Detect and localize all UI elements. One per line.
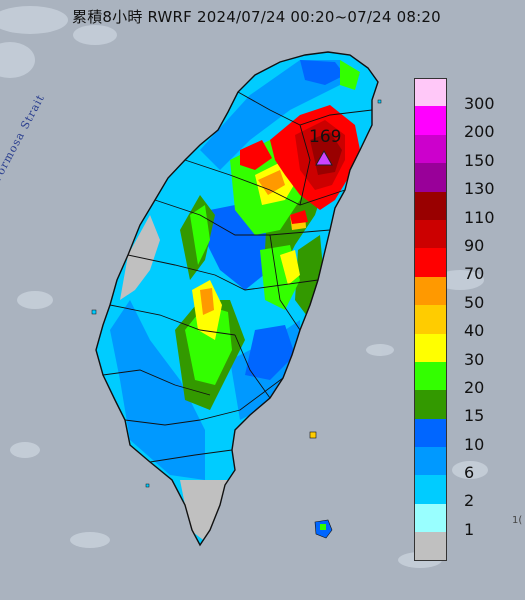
legend-label: 70 — [464, 264, 485, 284]
legend-row: 300 — [414, 78, 524, 113]
legend-swatch — [414, 475, 447, 504]
legend-row: 6 — [414, 447, 524, 482]
legend-row: 70 — [414, 248, 524, 283]
legend-swatch — [414, 418, 447, 448]
map-title: 累積8小時 RWRF 2024/07/24 00:20~07/24 08:20 — [72, 8, 441, 26]
legend-row: 150 — [414, 134, 524, 170]
legend-label: 20 — [464, 377, 485, 397]
legend-row — [414, 532, 524, 561]
legend-label: 150 — [464, 150, 495, 170]
legend-swatch — [414, 361, 447, 391]
legend-row: 2 — [414, 475, 524, 510]
legend-label: 200 — [464, 122, 495, 142]
legend-label: 1 — [464, 519, 475, 539]
legend-swatch — [414, 333, 447, 362]
max-rainfall-marker-icon — [315, 149, 333, 166]
legend-swatch — [414, 532, 447, 561]
legend-row: 200 — [414, 106, 524, 141]
legend-row: 110 — [414, 191, 524, 227]
legend-label: 15 — [464, 406, 485, 426]
edge-fragment-label: 1( — [512, 515, 523, 526]
legend-row: 90 — [414, 219, 524, 255]
legend-swatch — [414, 305, 447, 334]
legend-label: 300 — [464, 94, 495, 113]
legend-swatch — [414, 447, 447, 476]
legend-label: 40 — [464, 321, 485, 341]
county-boundaries — [102, 91, 373, 463]
rainfall-legend: 300 200 150 130 110 90 70 50 40 30 20 15 10 6 2 1 — [414, 78, 524, 561]
max-value-label: 169 — [309, 127, 342, 147]
legend-row: 50 — [414, 276, 524, 312]
legend-swatch — [414, 276, 447, 306]
legend-label: 90 — [464, 235, 485, 255]
legend-label: 2 — [464, 491, 475, 511]
legend-label: 110 — [464, 207, 495, 227]
legend-label: 10 — [464, 434, 485, 454]
legend-row: 130 — [414, 163, 524, 198]
small-islands — [91, 99, 382, 539]
legend-label: 6 — [464, 463, 475, 483]
legend-swatch — [414, 248, 447, 277]
legend-row: 1 — [414, 503, 524, 539]
legend-row: 10 — [414, 418, 524, 454]
legend-row: 30 — [414, 333, 524, 369]
legend-swatch — [414, 219, 447, 249]
taiwan-coastline — [95, 51, 379, 547]
legend-swatch — [414, 390, 447, 419]
legend-swatch — [414, 78, 447, 107]
legend-swatch — [414, 134, 447, 164]
legend-label: 30 — [464, 349, 485, 369]
legend-swatch — [414, 191, 447, 220]
cloud-texture — [0, 6, 488, 568]
legend-row: 15 — [414, 390, 524, 425]
legend-swatch — [414, 106, 447, 135]
legend-label: 130 — [464, 179, 495, 199]
legend-row: 20 — [414, 361, 524, 397]
legend-row: 40 — [414, 305, 524, 340]
legend-swatch — [414, 163, 447, 192]
legend-label: 50 — [464, 292, 485, 312]
legend-swatch — [414, 503, 447, 533]
